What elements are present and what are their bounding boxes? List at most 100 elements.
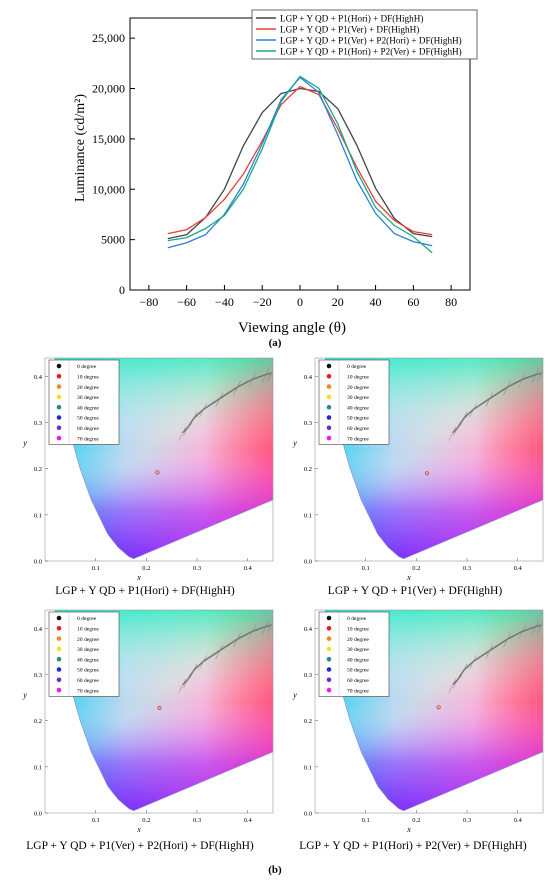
legend-box — [318, 611, 390, 697]
legend-marker — [326, 363, 332, 369]
panel-title-2: LGP + Y QD + P1(Ver) + DF(HighH) — [327, 585, 503, 597]
plot-frame — [314, 609, 544, 814]
legend-marker — [56, 404, 62, 410]
legend-marker — [326, 384, 332, 389]
chart-legend: LGP + Y QD + P1(Hori) + DF(HighH)LGP + Y… — [251, 9, 478, 60]
legend-label: 60 degree — [77, 426, 99, 432]
chromaticity-point — [436, 705, 441, 710]
isotemp-line — [189, 663, 198, 679]
legend-marker — [326, 636, 332, 641]
isotemp-line — [233, 380, 241, 396]
x-tick-label: 0.1 — [362, 565, 370, 572]
legend-marker — [326, 687, 332, 693]
y-tick-label: 0.0 — [34, 811, 42, 818]
legend-label: 10 degree — [347, 627, 369, 633]
isotemp-line — [261, 368, 270, 383]
legend-marker — [56, 363, 62, 369]
isotemp-line — [469, 403, 477, 418]
series-line-2 — [167, 85, 433, 236]
y-tick-label: 0 — [119, 283, 125, 297]
legend-marker — [56, 667, 62, 672]
isotemp-line — [261, 620, 270, 635]
y-tick-label: 15,000 — [92, 132, 125, 146]
caption-a: (a) — [268, 337, 282, 349]
legend-label: 60 degree — [77, 678, 99, 684]
isotemp-line — [267, 369, 273, 382]
legend-marker — [56, 435, 62, 441]
isotemp-line — [537, 621, 543, 634]
cie-diagram-3: 0.1 0.2 0.3 0.4 0.0 0.1 0.2 0.3 0.4 x y 0 degree 10 … — [22, 609, 274, 833]
cie-diagram-2: 0.1 0.2 0.3 0.4 0.0 0.1 0.2 0.3 0.4 x y 0 degree 10 … — [292, 357, 544, 581]
y-tick-label: 0.3 — [34, 672, 42, 679]
cie-diagram-4: 0.1 0.2 0.3 0.4 0.0 0.1 0.2 0.3 0.4 x y 0 degree 10 … — [292, 609, 544, 833]
isotemp-line — [503, 380, 511, 396]
panel-title-4: LGP + Y QD + P1(Hori) + P2(Ver) + DF(Hig… — [299, 840, 527, 852]
isotemp-line — [267, 621, 273, 634]
y-tick-label: 20,000 — [92, 82, 125, 96]
chromaticity-point — [424, 471, 430, 476]
plot-frame — [44, 357, 274, 562]
legend-label: 0 degree — [347, 616, 367, 622]
series-line-3 — [167, 76, 433, 249]
legend-label: LGP + Y QD + P1(Hori) + P2(Ver) + DF(Hig… — [280, 47, 462, 57]
y-tick-label: 25,000 — [92, 31, 125, 45]
x-tick-label: 0.3 — [193, 817, 201, 824]
x-tick-label: 0.4 — [514, 565, 523, 572]
x-tick-label: 0 — [297, 295, 303, 309]
panel-title-1: LGP + Y QD + P1(Hori) + DF(HighH) — [55, 585, 235, 597]
legend-marker — [326, 374, 332, 379]
isotemp-line — [503, 632, 511, 648]
isotemp-line — [448, 426, 457, 441]
legend-label: 20 degree — [347, 385, 369, 391]
x-tick-label: 0.2 — [142, 817, 150, 824]
legend-marker — [56, 677, 62, 683]
isotemp-line — [459, 663, 468, 679]
x-tick-label: 0.1 — [362, 817, 370, 824]
isotemp-line — [453, 422, 461, 437]
legend-label: 10 degree — [347, 375, 369, 381]
legend-label: LGP + Y QD + P1(Ver) + DF(HighH) — [280, 25, 419, 35]
isotemp-line — [448, 678, 457, 693]
legend-label: 0 degree — [77, 364, 97, 370]
y-tick-label: 0.2 — [304, 718, 312, 725]
legend-marker — [326, 394, 332, 400]
x-tick-label: 20 — [332, 295, 344, 309]
planckian-locus — [178, 368, 273, 441]
legend-label: LGP + Y QD + P1(Hori) + DF(HighH) — [280, 14, 423, 24]
y-axis-label: Luminance (cd/m²) — [73, 94, 88, 202]
legend-marker — [56, 384, 62, 389]
x-axis-label: Viewing angle (θ) — [238, 320, 346, 336]
x-axis-label: x — [136, 825, 141, 833]
legend-marker — [56, 636, 62, 641]
legend-label: 40 degree — [77, 405, 99, 411]
isotemp-line — [199, 655, 207, 670]
chromaticity-point — [155, 470, 160, 475]
y-tick-label: 0.3 — [304, 672, 312, 679]
legend-label: 30 degree — [77, 395, 99, 401]
isotemp-line — [178, 678, 187, 693]
isotemp-line — [531, 620, 540, 635]
legend-label: 70 degree — [77, 436, 99, 442]
isotemp-line — [183, 674, 191, 689]
isotemp-line — [537, 369, 543, 382]
y-tick-label: 0.3 — [304, 420, 312, 427]
legend-marker — [326, 626, 332, 631]
isotemp-line — [248, 625, 256, 640]
x-tick-label: 0.4 — [244, 565, 253, 572]
x-tick-label: −40 — [215, 295, 234, 309]
legend-label: 30 degree — [77, 647, 99, 653]
isotemp-line — [183, 422, 191, 437]
caption-b: (b) — [268, 864, 282, 876]
legend-marker — [56, 646, 62, 652]
isotemp-line — [485, 392, 494, 407]
legend-marker — [56, 374, 62, 379]
legend-marker — [56, 425, 62, 431]
legend-label: 40 degree — [77, 657, 99, 663]
x-tick-label: 0.2 — [412, 817, 420, 824]
planckian-locus — [178, 620, 273, 693]
legend-label: LGP + Y QD + P1(Ver) + P2(Hori) + DF(Hig… — [280, 36, 462, 46]
y-tick-label: 0.0 — [34, 559, 42, 566]
luminance-line-chart: −80 −60 −40 −20 0 20 40 60 80 0 5000 10,000 15,000 20… — [73, 9, 478, 336]
planckian-locus — [448, 620, 543, 693]
y-tick-label: 0.2 — [34, 466, 42, 473]
